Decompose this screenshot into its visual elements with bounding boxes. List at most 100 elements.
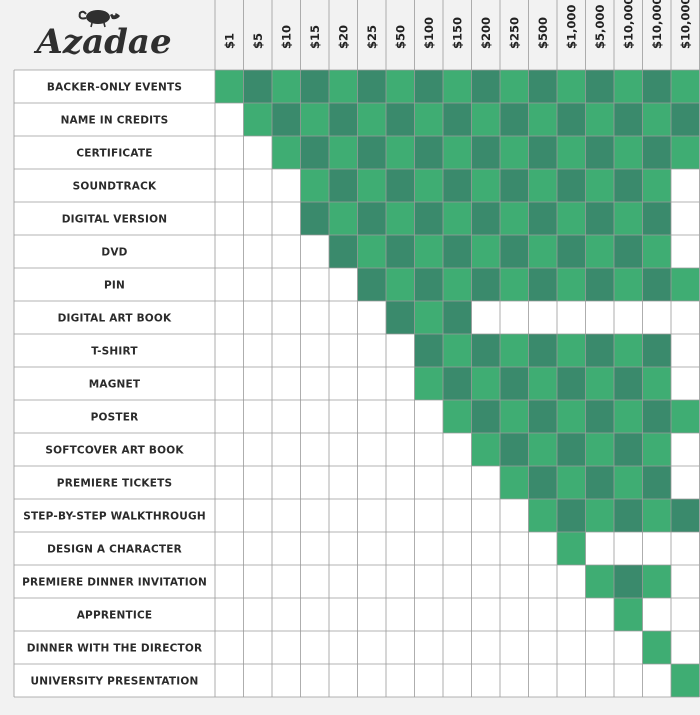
included-cell [614,235,643,268]
empty-cell [414,598,443,631]
included-cell [471,235,500,268]
empty-cell [215,631,244,664]
empty-cell [471,532,500,565]
empty-cell [585,598,614,631]
empty-cell [386,631,415,664]
empty-cell [557,664,586,697]
included-cell [471,136,500,169]
empty-cell [471,499,500,532]
empty-cell [243,433,272,466]
included-cell [585,202,614,235]
included-cell [471,334,500,367]
included-cell [443,400,472,433]
column-header: $20 [336,25,350,49]
column-header: $200 [479,17,493,49]
empty-cell [585,532,614,565]
included-cell [528,202,557,235]
included-cell [443,103,472,136]
included-cell [386,70,415,103]
row-label: STEP-BY-STEP WALKTHROUGH [23,511,206,523]
included-cell [671,499,700,532]
included-cell [557,268,586,301]
included-cell [500,70,529,103]
empty-cell [585,631,614,664]
empty-cell [614,631,643,664]
included-cell [528,103,557,136]
empty-cell [215,268,244,301]
row-label: MAGNET [89,379,141,391]
included-cell [414,334,443,367]
included-cell [642,235,671,268]
row-labels: BACKER-ONLY EVENTS NAME IN CREDITS CERTIFI… [14,70,215,697]
empty-cell [243,400,272,433]
included-cell [300,103,329,136]
empty-cell [471,301,500,334]
logo-text: Azadae [33,22,171,62]
included-cell [642,367,671,400]
empty-cell [557,301,586,334]
included-cell [386,268,415,301]
empty-cell [557,631,586,664]
included-cell [557,532,586,565]
empty-cell [386,466,415,499]
included-cell [585,103,614,136]
row-label: DINNER WITH THE DIRECTOR [27,643,203,655]
column-header: $50 [393,25,407,49]
empty-cell [471,598,500,631]
empty-cell [243,268,272,301]
empty-cell [357,499,386,532]
empty-cell [471,466,500,499]
empty-cell [357,400,386,433]
empty-cell [614,664,643,697]
column-header: $100 [422,17,436,49]
included-cell [642,268,671,301]
included-cell [557,367,586,400]
empty-cell [671,433,700,466]
included-cell [329,70,358,103]
empty-cell [215,334,244,367]
included-cell [642,136,671,169]
empty-cell [329,565,358,598]
row-label: PREMIERE DINNER INVITATION [22,577,207,589]
empty-cell [243,565,272,598]
included-cell [528,136,557,169]
empty-cell [243,598,272,631]
included-cell [471,103,500,136]
included-cell [585,169,614,202]
included-cell [614,169,643,202]
empty-cell [215,664,244,697]
empty-cell [329,664,358,697]
row-label: DIGITAL ART BOOK [58,313,172,325]
included-cell [671,136,700,169]
empty-cell [300,301,329,334]
empty-cell [243,466,272,499]
included-cell [357,70,386,103]
empty-cell [500,631,529,664]
column-header: $1,000 [564,5,578,49]
column-header: $150 [450,17,464,49]
empty-cell [671,631,700,664]
included-cell [272,136,301,169]
included-cell [500,433,529,466]
empty-cell [386,532,415,565]
included-cell [500,334,529,367]
row-label: APPRENTICE [77,610,153,622]
included-cell [443,136,472,169]
included-cell [642,433,671,466]
empty-cell [243,169,272,202]
empty-cell [357,367,386,400]
empty-cell [243,631,272,664]
included-cell [329,136,358,169]
empty-cell [357,334,386,367]
empty-cell [386,400,415,433]
empty-cell [215,466,244,499]
empty-cell [300,466,329,499]
included-cell [557,334,586,367]
column-header: $5,000 [593,5,607,49]
empty-cell [500,664,529,697]
empty-cell [500,598,529,631]
included-cell [528,70,557,103]
included-cell [614,202,643,235]
empty-cell [500,565,529,598]
included-cell [272,103,301,136]
